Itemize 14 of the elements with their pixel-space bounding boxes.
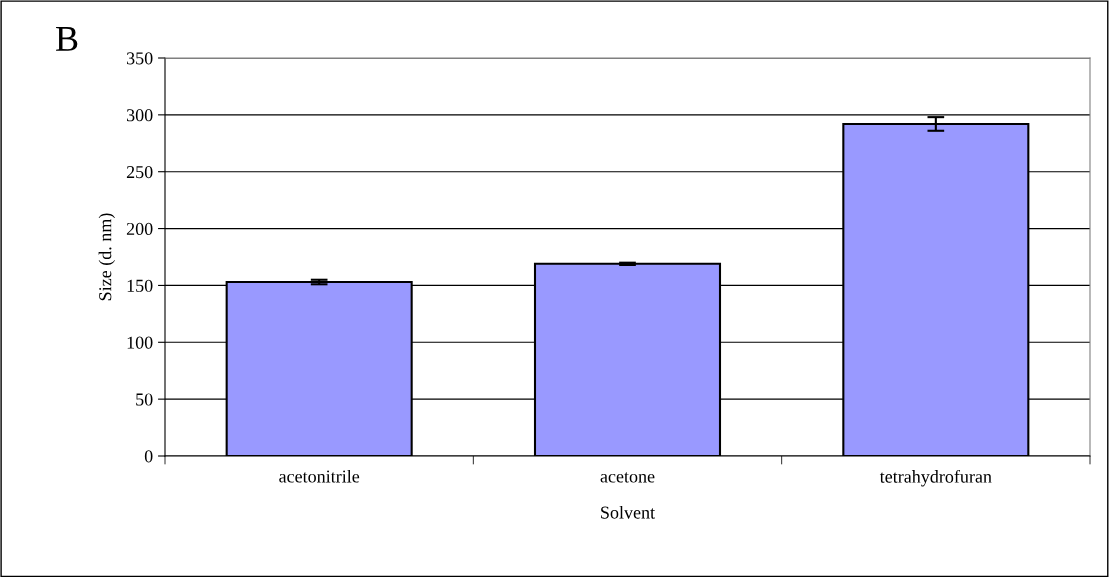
x-axis-title: Solvent [601, 505, 655, 519]
y-tick-label: 100 [127, 336, 153, 349]
y-tick-label: 250 [126, 165, 153, 179]
y-tick-label: 50 [136, 393, 153, 406]
x-tick-label: acetonitrile [279, 469, 360, 483]
y-tick-label: 0 [144, 450, 153, 463]
y-axis-title: Size (d. nm) [98, 213, 115, 301]
x-tick-label: acetone [600, 472, 655, 483]
text: B [56, 27, 78, 51]
x-tick-label: tetrahydrofuran [879, 469, 992, 487]
y-tick-label: 350 [126, 52, 153, 65]
y-tick-label: 200 [126, 222, 153, 236]
y-tick-label: 150 [127, 279, 153, 292]
y-tick-label: 300 [126, 109, 153, 122]
